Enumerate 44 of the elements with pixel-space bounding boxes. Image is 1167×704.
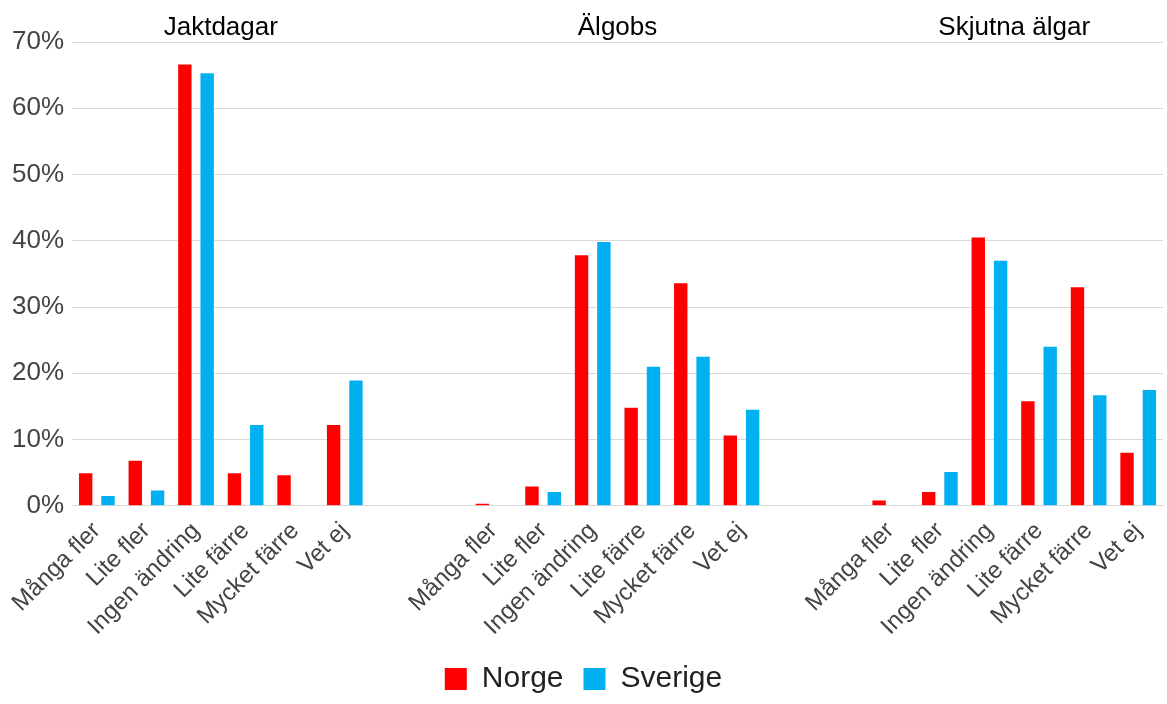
bar: [745, 409, 760, 506]
bar: [597, 242, 611, 506]
bar: [200, 73, 214, 506]
bar: [349, 380, 363, 506]
text: Älgobs: [577, 11, 658, 42]
bar: [1070, 287, 1085, 506]
y-tick-label: 50%: [11, 157, 65, 188]
bar: [993, 260, 1008, 506]
y-tick-label: 60%: [11, 91, 65, 122]
y-tick-label: 10%: [11, 422, 65, 453]
y-tick-label: 30%: [11, 290, 65, 321]
bar: [277, 475, 291, 506]
legend-label: Sverige: [620, 660, 723, 694]
bar: [944, 472, 958, 506]
y-tick-label: 20%: [11, 356, 65, 387]
bar: [178, 64, 192, 506]
bar: [150, 490, 165, 506]
text: Jaktdagar: [163, 11, 279, 42]
bar: [696, 356, 710, 506]
bar: [1021, 401, 1035, 506]
legend-label: Norge: [481, 660, 564, 694]
bar: [922, 491, 936, 506]
bar: [1043, 346, 1057, 506]
bar: [971, 237, 985, 506]
bar: [674, 283, 688, 506]
bar: [624, 407, 638, 506]
y-tick-label: 0%: [26, 489, 65, 520]
bar: [326, 425, 341, 506]
bar: [128, 460, 142, 506]
bar: [1120, 452, 1134, 506]
bar: [1093, 395, 1107, 506]
bar: [646, 366, 661, 506]
bar: [525, 486, 539, 506]
bar: [78, 473, 93, 506]
bar: [723, 435, 738, 506]
text: Skjutna älgar: [938, 11, 1091, 42]
bar: [250, 425, 264, 506]
y-tick-label: 40%: [11, 223, 65, 254]
bar: [101, 495, 115, 506]
bar: [574, 255, 589, 506]
bar: [547, 491, 561, 506]
bar: [1142, 389, 1157, 506]
bar: [227, 473, 242, 506]
y-tick-label: 70%: [11, 25, 65, 56]
